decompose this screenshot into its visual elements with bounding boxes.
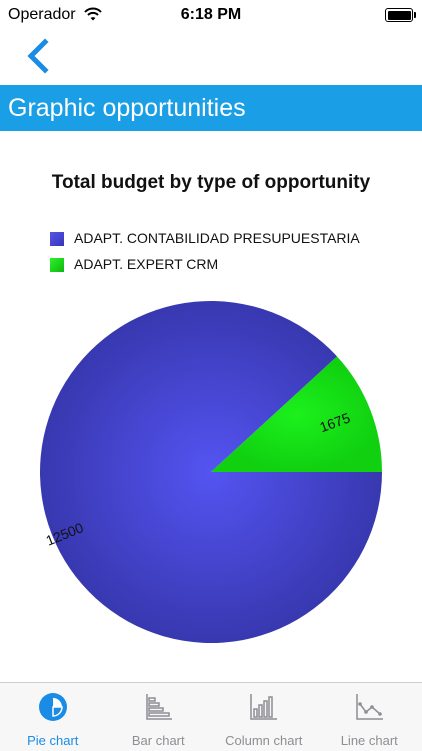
navigation-bar bbox=[0, 30, 422, 85]
tab-bar: Pie chart Bar chart Column chart bbox=[0, 682, 422, 751]
pie-chart-icon bbox=[38, 692, 68, 722]
back-button[interactable] bbox=[18, 36, 62, 76]
legend-label: ADAPT. CONTABILIDAD PRESUPUESTARIA bbox=[74, 230, 360, 246]
battery-icon bbox=[385, 8, 413, 22]
legend-swatch bbox=[50, 258, 64, 272]
tab-label: Line chart bbox=[317, 733, 422, 748]
line-chart-icon bbox=[355, 692, 385, 722]
tab-bar-chart[interactable]: Bar chart bbox=[106, 683, 212, 751]
chevron-left-icon bbox=[18, 36, 62, 76]
tab-label: Column chart bbox=[211, 733, 317, 748]
legend-label: ADAPT. EXPERT CRM bbox=[74, 256, 218, 272]
status-time: 6:18 PM bbox=[0, 6, 422, 24]
bar-chart-icon bbox=[144, 692, 174, 722]
legend-swatch bbox=[50, 232, 64, 246]
tab-line-chart[interactable]: Line chart bbox=[317, 683, 422, 751]
column-chart-icon bbox=[249, 692, 279, 722]
chart-title: Total budget by type of opportunity bbox=[0, 172, 422, 194]
tab-label: Bar chart bbox=[106, 733, 212, 748]
status-bar: Operador 6:18 PM bbox=[0, 0, 422, 30]
page-title: Graphic opportunities bbox=[8, 94, 246, 123]
tab-column-chart[interactable]: Column chart bbox=[211, 683, 317, 751]
tab-pie-chart[interactable]: Pie chart bbox=[0, 683, 106, 751]
pie-slice bbox=[40, 301, 382, 643]
tab-label: Pie chart bbox=[0, 733, 106, 748]
header-bar: Graphic opportunities bbox=[0, 85, 422, 131]
